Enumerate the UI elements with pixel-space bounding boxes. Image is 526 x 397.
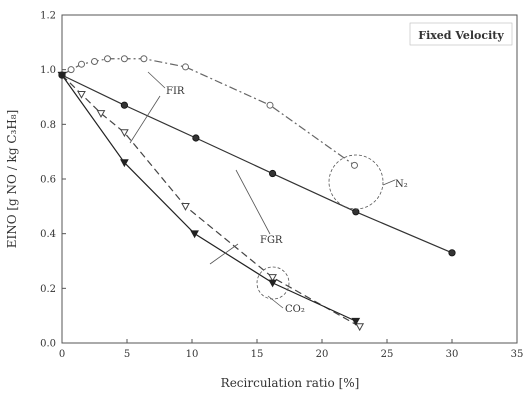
fgr-leader-upper <box>235 169 271 235</box>
fir-leader-lower <box>129 95 161 144</box>
data-point <box>67 66 75 74</box>
data-point <box>351 161 358 169</box>
data-point <box>96 110 106 118</box>
co2-leader <box>267 295 284 309</box>
x-tick-label: 25 <box>381 349 394 360</box>
y-tick-label: 0.0 <box>40 339 56 350</box>
y-axis-ticks: 0.0 0.2 0.4 0.6 0.8 1.0 1.2 <box>40 11 66 350</box>
data-point <box>190 230 199 239</box>
y-tick-label: 0.2 <box>40 284 56 295</box>
x-tick-label: 20 <box>316 349 329 360</box>
x-tick-label: 10 <box>186 349 199 360</box>
data-point <box>57 71 67 80</box>
series-layer <box>57 55 456 332</box>
data-point <box>355 323 365 332</box>
annotation-n2: N₂ <box>395 179 408 190</box>
data-point <box>104 55 111 63</box>
x-tick-label: 30 <box>446 349 459 360</box>
y-tick-label: 1.2 <box>40 11 56 22</box>
series-3 <box>57 71 361 326</box>
data-point <box>78 60 85 68</box>
y-tick-label: 0.4 <box>40 229 56 240</box>
annotation-layer <box>129 71 396 309</box>
fgr-leader-lower <box>209 243 239 265</box>
annotation-fgr: FGR <box>260 235 283 246</box>
box-label-frame <box>409 22 513 46</box>
data-point <box>192 134 200 142</box>
plot-frame <box>61 14 518 344</box>
fir-leader-upper <box>147 71 166 89</box>
box-label: Fixed Velocity <box>418 29 504 42</box>
y-tick-label: 0.6 <box>40 175 56 186</box>
data-point <box>120 129 129 138</box>
data-point <box>181 203 190 211</box>
y-tick-label: 1.0 <box>40 65 56 76</box>
data-point <box>120 159 129 168</box>
series-line <box>61 74 453 254</box>
data-point <box>91 57 98 65</box>
data-point <box>268 274 277 282</box>
n2-ellipse <box>328 154 384 210</box>
series-1 <box>58 71 456 257</box>
n2-leader <box>382 179 396 186</box>
x-axis-ticks: 0 5 10 15 20 25 30 35 <box>59 339 524 360</box>
annotation-fir: FIR <box>166 86 185 97</box>
x-tick-label: 5 <box>124 349 130 360</box>
x-tick-label: 35 <box>511 349 524 360</box>
data-point <box>351 317 361 326</box>
data-point <box>120 55 128 63</box>
series-line <box>61 58 355 166</box>
x-tick-label: 15 <box>251 349 264 360</box>
data-point <box>352 208 360 216</box>
y-axis-title: EINO [g NO / kg C₃H₈] <box>5 110 19 249</box>
x-axis-title: Recirculation ratio [%] <box>221 376 360 390</box>
data-point <box>268 279 277 288</box>
y-tick-label: 0.8 <box>40 120 56 131</box>
co2-ellipse <box>256 266 290 300</box>
data-point <box>268 169 277 178</box>
annotation-co2: CO₂ <box>285 304 305 315</box>
data-point <box>266 101 274 109</box>
data-point <box>77 90 86 99</box>
data-point <box>140 55 148 63</box>
data-point <box>182 63 189 71</box>
x-tick-label: 0 <box>59 349 65 360</box>
data-point <box>120 101 129 109</box>
data-point <box>448 249 456 257</box>
